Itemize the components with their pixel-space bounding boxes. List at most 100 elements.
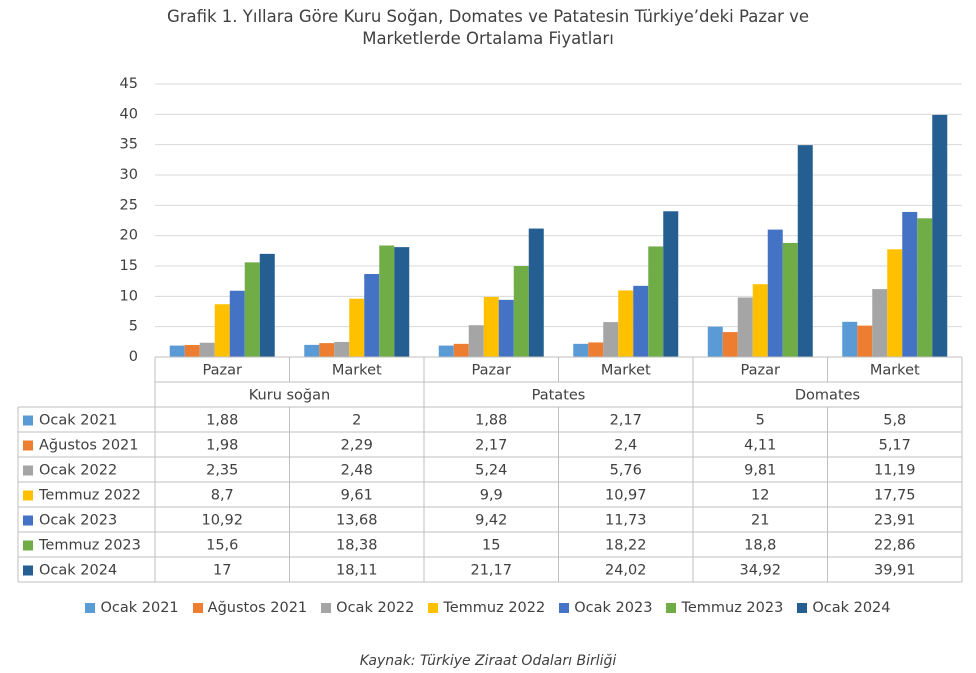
legend-swatch [428, 603, 439, 613]
legend-swatch [192, 603, 203, 613]
bar [483, 296, 499, 357]
table-legend-swatch [23, 440, 33, 451]
bar [737, 297, 753, 357]
legend-label: Temmuz 2022 [443, 600, 546, 616]
bar [603, 322, 619, 357]
table-value: 39,91 [874, 563, 916, 579]
table-value: 18,38 [336, 538, 378, 554]
table-value: 21 [751, 513, 769, 529]
table-value: 22,86 [874, 538, 916, 554]
table-value: 2,17 [610, 413, 642, 429]
x-category-label: Pazar [472, 363, 511, 379]
table-value: 4,11 [744, 438, 776, 454]
legend-item: Ocak 2023 [559, 600, 652, 616]
table-value: 2,17 [475, 438, 507, 454]
bar [169, 345, 185, 357]
bar [468, 325, 484, 357]
legend-swatch [666, 603, 677, 613]
bar [513, 266, 529, 357]
table-value: 1,98 [206, 438, 238, 454]
bar [199, 342, 215, 357]
bar [857, 325, 873, 357]
table-value: 10,97 [605, 488, 647, 504]
legend-swatch [321, 603, 332, 613]
y-tick-label: 0 [129, 349, 138, 365]
bar [438, 345, 454, 357]
bar [244, 262, 260, 357]
bar [663, 211, 679, 357]
table-value: 5,76 [610, 463, 642, 479]
legend-item: Temmuz 2023 [666, 600, 783, 616]
legend-label: Temmuz 2023 [681, 600, 784, 616]
y-tick-label: 45 [120, 76, 138, 92]
bar [842, 321, 858, 357]
table-value: 12 [751, 488, 769, 504]
bar [752, 284, 768, 357]
chart-title-line-2: Marketlerde Ortalama Fiyatları [362, 29, 614, 48]
table-value: 2 [352, 413, 361, 429]
bar [364, 274, 380, 357]
bar [618, 290, 634, 357]
chart-title-line-1: Grafik 1. Yıllara Göre Kuru Soğan, Domat… [166, 7, 810, 26]
table-value: 18,11 [336, 563, 378, 579]
legend-item: Ocak 2022 [321, 600, 414, 616]
table-value: 17,75 [874, 488, 916, 504]
table-value: 9,81 [744, 463, 776, 479]
table-value: 11,73 [605, 513, 647, 529]
bar [528, 228, 544, 357]
bar [214, 304, 230, 357]
chart-title: Grafik 1. Yıllara Göre Kuru Soğan, Domat… [0, 6, 976, 50]
bar [498, 299, 514, 357]
bar [797, 145, 813, 357]
bar [304, 344, 320, 357]
y-tick-label: 20 [120, 228, 138, 244]
table-value: 15,6 [206, 538, 238, 554]
bar [334, 341, 350, 357]
table-legend-swatch [23, 515, 33, 526]
bar [902, 211, 918, 357]
table-value: 15 [482, 538, 500, 554]
table-value: 1,88 [206, 413, 238, 429]
y-tick-label: 5 [129, 319, 138, 335]
table-legend-swatch [23, 540, 33, 551]
table-value: 5,24 [475, 463, 507, 479]
x-group-label: Domates [795, 388, 860, 404]
x-category-label: Pazar [203, 363, 242, 379]
legend-item: Ocak 2021 [85, 600, 179, 616]
bar [722, 332, 738, 357]
legend-swatch [85, 603, 96, 613]
bar [588, 342, 604, 357]
bar [872, 289, 888, 357]
legend-label: Ocak 2022 [336, 600, 415, 616]
table-value: 5,17 [879, 438, 911, 454]
legend-label: Ocak 2021 [100, 600, 179, 616]
table-value: 2,4 [614, 438, 637, 454]
y-tick-label: 15 [120, 258, 138, 274]
table-value: 9,61 [341, 488, 373, 504]
table-value: 9,42 [475, 513, 507, 529]
table-value: 24,02 [605, 563, 647, 579]
table-value: 5 [756, 413, 765, 429]
table-value: 2,35 [206, 463, 238, 479]
table-value: 23,91 [874, 513, 916, 529]
bar [349, 298, 365, 357]
bar [379, 245, 395, 357]
x-category-label: Market [870, 363, 920, 379]
bar [767, 229, 783, 357]
legend-label: Ocak 2023 [574, 600, 653, 616]
y-tick-label: 25 [120, 197, 138, 213]
table-legend-swatch [23, 465, 33, 476]
x-category-label: Market [601, 363, 651, 379]
bar [319, 343, 335, 357]
table-legend-swatch [23, 415, 33, 426]
table-series-label: Ocak 2021 [39, 413, 117, 429]
x-group-label: Patates [532, 388, 586, 404]
table-value: 18,22 [605, 538, 647, 554]
legend-swatch [797, 603, 808, 613]
table-value: 17 [213, 563, 231, 579]
bar [782, 242, 798, 357]
bar [453, 343, 469, 357]
table-series-label: Ocak 2024 [39, 563, 117, 579]
table-value: 8,7 [211, 488, 234, 504]
